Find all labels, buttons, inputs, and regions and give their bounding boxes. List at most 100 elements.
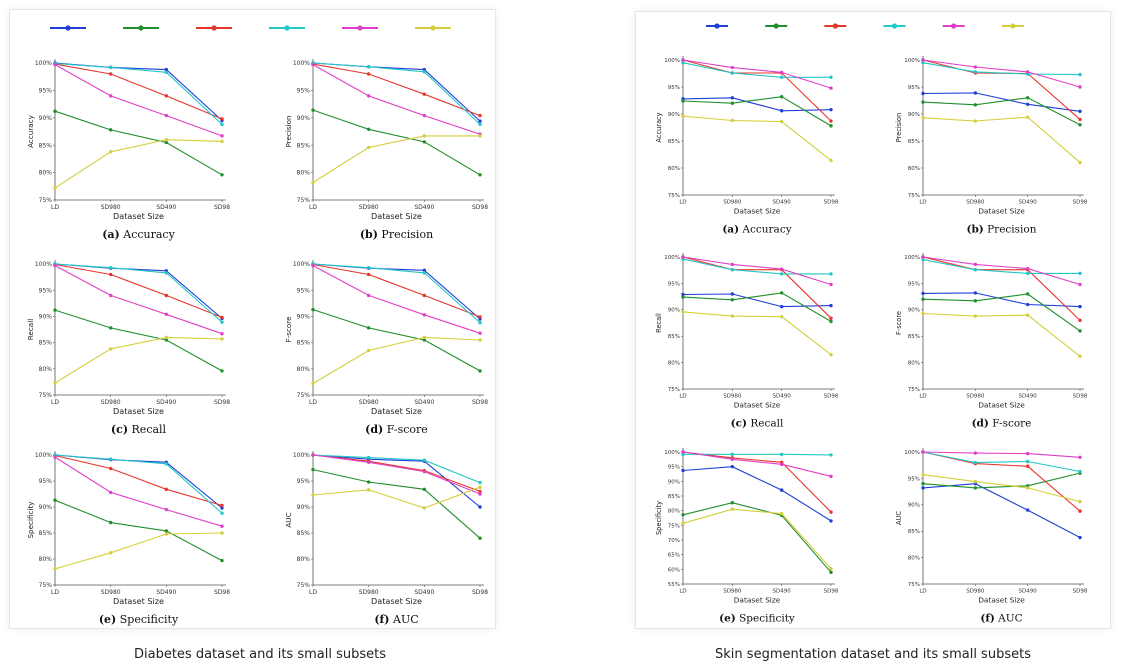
data-point bbox=[921, 255, 925, 259]
x-tick-label: LD bbox=[679, 589, 686, 595]
data-point bbox=[730, 267, 735, 272]
x-axis-label: Dataset Size bbox=[734, 401, 781, 410]
x-axis-label: Dataset Size bbox=[734, 207, 781, 216]
data-point bbox=[366, 265, 371, 270]
data-point bbox=[1025, 266, 1030, 271]
series-nb bbox=[53, 308, 224, 373]
series-rf bbox=[681, 450, 833, 479]
data-point bbox=[681, 295, 685, 299]
legend-marker bbox=[284, 25, 290, 31]
series-nn bbox=[921, 257, 1082, 276]
series-nn bbox=[681, 257, 833, 276]
data-point bbox=[164, 529, 169, 533]
x-tick-label: SD98 bbox=[214, 399, 230, 406]
data-point bbox=[779, 291, 784, 295]
data-point bbox=[220, 558, 224, 563]
data-point bbox=[220, 369, 224, 373]
series-svm bbox=[311, 262, 482, 321]
data-point bbox=[478, 485, 482, 489]
x-axis-label: Dataset Size bbox=[371, 406, 422, 416]
x-tick-label: SD490 bbox=[156, 589, 176, 596]
data-point bbox=[422, 293, 427, 298]
series-line bbox=[54, 62, 223, 121]
series-nb bbox=[311, 108, 482, 177]
legend-item-svm: SVM bbox=[706, 12, 754, 29]
y-tick-label: 75% bbox=[297, 582, 311, 589]
series-dt bbox=[53, 62, 224, 121]
x-tick-label: LD bbox=[51, 204, 59, 211]
series-line bbox=[312, 265, 481, 334]
y-tick-label: 85% bbox=[39, 530, 53, 537]
legend-marker bbox=[211, 25, 217, 31]
legend-item-ab: AB bbox=[1001, 12, 1043, 29]
legend-item-rf: RF bbox=[942, 12, 983, 29]
legend-marker bbox=[65, 25, 71, 31]
y-tick-label: 85% bbox=[668, 139, 680, 145]
data-point bbox=[53, 263, 57, 268]
data-point bbox=[311, 62, 315, 67]
data-point bbox=[829, 567, 833, 571]
data-point bbox=[478, 119, 482, 123]
series-line bbox=[922, 451, 1081, 512]
data-point bbox=[973, 291, 978, 295]
data-point bbox=[829, 352, 833, 357]
subchart-left-precision: 75% 80% 85% 90% 95% 100% LD SD980 SD490 SD98 Datas… bbox=[284, 59, 488, 241]
legend-label: DT bbox=[240, 10, 255, 13]
data-point bbox=[422, 458, 427, 462]
data-point bbox=[681, 513, 685, 517]
series-nb bbox=[921, 471, 1082, 490]
data-point bbox=[921, 100, 925, 104]
series-line bbox=[922, 474, 1081, 503]
series-line bbox=[682, 97, 832, 112]
series-line bbox=[682, 451, 832, 513]
y-axis-label: Precision bbox=[284, 115, 293, 147]
data-point bbox=[829, 119, 833, 123]
series-rf bbox=[53, 62, 224, 138]
series-line bbox=[682, 59, 832, 89]
series-line bbox=[312, 62, 481, 122]
data-point bbox=[1078, 282, 1082, 287]
subchart-tag: (d) bbox=[972, 418, 989, 430]
legend-marker bbox=[714, 23, 720, 29]
y-tick-label: 90% bbox=[297, 115, 311, 122]
x-tick-label: SD980 bbox=[966, 200, 985, 206]
data-point bbox=[422, 92, 427, 96]
series-dt bbox=[921, 58, 1082, 122]
data-point bbox=[478, 134, 482, 138]
legend-marker bbox=[357, 25, 363, 31]
y-tick-label: 90% bbox=[668, 479, 680, 485]
x-tick-label: SD490 bbox=[156, 204, 176, 211]
data-point bbox=[478, 536, 482, 540]
y-axis-label: Recall bbox=[655, 313, 663, 333]
data-point bbox=[164, 312, 169, 317]
y-tick-label: 95% bbox=[668, 85, 680, 91]
subchart-title: Precision bbox=[984, 224, 1037, 236]
x-axis-label: Dataset Size bbox=[113, 406, 164, 416]
y-tick-label: 80% bbox=[297, 366, 311, 373]
legend-item-nn: NN bbox=[269, 10, 328, 31]
subchart-caption: (c) Recall bbox=[111, 423, 167, 436]
data-point bbox=[478, 113, 482, 118]
series-line bbox=[922, 292, 1081, 308]
data-point bbox=[973, 91, 978, 95]
series-dt bbox=[921, 450, 1082, 513]
y-tick-label: 95% bbox=[297, 287, 311, 294]
y-tick-label: 80% bbox=[39, 366, 53, 373]
data-point bbox=[681, 310, 685, 314]
series-nn bbox=[53, 453, 224, 515]
data-point bbox=[422, 487, 427, 492]
data-point bbox=[779, 272, 784, 276]
x-tick-label: LD bbox=[51, 589, 59, 596]
y-tick-label: 75% bbox=[297, 392, 311, 399]
data-point bbox=[422, 271, 427, 275]
subchart-tag: (c) bbox=[111, 423, 128, 436]
legend-marker bbox=[832, 23, 838, 29]
subchart-title: F-score bbox=[383, 423, 428, 436]
data-point bbox=[311, 493, 315, 497]
y-tick-label: 85% bbox=[297, 530, 311, 537]
series-line bbox=[54, 62, 223, 125]
data-point bbox=[779, 109, 784, 113]
data-point bbox=[108, 94, 113, 98]
data-point bbox=[108, 551, 113, 555]
y-tick-label: 100% bbox=[293, 60, 310, 67]
